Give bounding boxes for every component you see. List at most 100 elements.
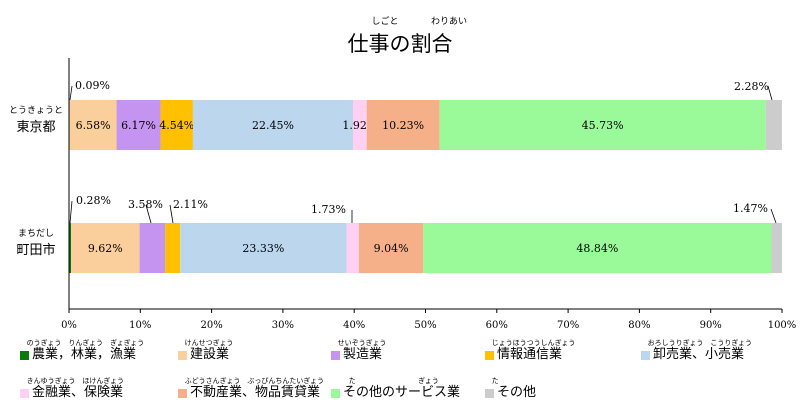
legend-label: 不動産業、物品賃貸業 [190,385,321,400]
data-label: 22.45% [252,119,294,132]
legend-ruby: のうぎょう りんぎょう ぎょぎょう [20,339,145,347]
legend-item: じょうほうつうしんぎょう 情報通信業 [485,339,575,363]
x-tick-label: 20% [200,320,222,331]
data-label: 0.28% [76,194,111,207]
data-label: 48.84% [576,242,618,255]
data-label: 10.23% [382,119,424,132]
legend-label: 金融業、保険業 [32,385,124,400]
chart-legend: のうぎょう りんぎょう ぎょぎょう 農業，林業，漁業 けんせつぎょう 建設業 せいぞ… [0,335,800,419]
data-label-leader [69,200,73,224]
bar-segment [70,223,140,273]
legend-label: 建設業 [190,347,230,362]
bar-segment [160,100,193,150]
legend-swatch [641,350,650,360]
bar-segment [139,223,166,273]
bar-segment [165,223,181,273]
data-label-leader [69,85,73,101]
bar-segment [352,100,367,150]
bar-segment [366,100,440,150]
legend-ruby: せいぞうぎょう [331,339,387,347]
x-tick-label: 80% [628,320,650,331]
x-tick-label: 90% [700,320,722,331]
bar-segment [358,223,424,273]
category-label: 東京都 [16,119,55,135]
legend-item: けんせつぎょう 建設業 [178,339,233,363]
data-label: 4.54% [159,119,194,132]
x-axis: 0% 10% 20% 30% 40% 50% 60% 70% 80% 90% 100% [61,58,796,331]
legend-swatch [178,350,187,360]
data-label: 6.58% [76,119,111,132]
legend-label: 製造業 [343,347,383,362]
data-label: 1.47% [733,202,768,215]
data-label: 2.28% [734,80,769,93]
legend-ruby: けんせつぎょう [178,339,234,347]
legend-item: た ぎょう その他のサービス業 [331,377,460,401]
bar-segment [765,100,782,150]
plot-area: 0.09%6.58% 6.17% 4.54% 22.45% 1.92% 10.23% 45.… [69,79,782,273]
data-label-leader [767,85,773,101]
category-ruby: まちだし [18,228,54,239]
legend-swatch [20,350,29,360]
chart-title: 仕事の割合 [348,32,453,56]
legend-swatch [20,388,29,398]
bar-segment [439,100,766,150]
data-label: 0.09% [75,79,110,92]
legend-item: たその他 [485,377,536,401]
bar-segment [192,100,353,150]
bar-segment [69,223,71,273]
legend-swatch [485,350,494,360]
x-tick-label: 100% [768,320,797,331]
legend-ruby: おろしうりぎょう こうりぎょう [641,339,752,347]
data-label-leader [169,204,174,224]
legend-ruby: た ぎょう [331,377,439,385]
data-label: 1.73% [311,203,346,216]
x-tick-label: 40% [343,320,365,331]
chart-title-group: しごと わりあい 仕事の割合 [348,15,468,56]
data-label: 6.17% [121,119,156,132]
legend-ruby: た [485,377,499,385]
data-label: 3.58% [128,198,163,211]
legend-ruby: ふどうさんぎょう ぶっぴんちんたいぎょう [178,377,324,385]
data-label: 23.33% [242,242,284,255]
legend-item: きんゆうぎょう ほけんぎょう 金融業、保険業 [20,377,124,401]
data-label: 2.11% [173,198,208,211]
bar-segment [771,223,782,273]
x-tick-label: 30% [272,320,294,331]
legend-ruby: きんゆうぎょう ほけんぎょう [20,377,124,385]
data-label: 9.62% [88,242,123,255]
x-tick-label: 0% [61,320,77,331]
bar-segment [69,100,117,150]
x-tick-label: 10% [129,320,151,331]
x-tick-label: 70% [557,320,579,331]
chart-title-ruby-wariai: わりあい [431,16,467,27]
legend-ruby: じょうほうつうしんぎょう [485,339,576,347]
bar-segment [346,223,359,273]
legend-label: その他 [497,385,537,400]
legend-label: 卸売業、小売業 [653,347,745,362]
data-label-leader [145,204,152,224]
legend-label: その他のサービス業 [343,385,461,400]
chart-background [0,0,800,335]
legend-item: ふどうさんぎょう ぶっぴんちんたいぎょう 不動産業、物品賃貸業 [178,377,324,401]
data-label-leader [770,208,777,224]
legend-item: おろしうりぎょう こうりぎょう 卸売業、小売業 [641,339,752,363]
category-ruby: とうきょうと [9,105,63,116]
legend-label: 農業，林業，漁業 [32,347,137,362]
category-label: 町田市 [16,242,55,258]
x-tick-label: 60% [486,320,508,331]
legend-swatch [331,350,340,360]
legend-swatch [485,388,494,398]
bar-segment [423,223,772,273]
legend-label: 情報通信業 [497,347,563,362]
bar-segment [116,100,161,150]
data-label: 45.73% [582,119,624,132]
bar-segment [180,223,347,273]
chart-title-ruby-shigoto: しごと [371,15,398,27]
legend-item: のうぎょう りんぎょう ぎょぎょう 農業，林業，漁業 [20,339,144,363]
legend-swatch [331,388,340,398]
legend-item: せいぞうぎょう 製造業 [331,339,386,363]
x-tick-label: 50% [414,320,436,331]
data-label: 9.04% [374,242,409,255]
